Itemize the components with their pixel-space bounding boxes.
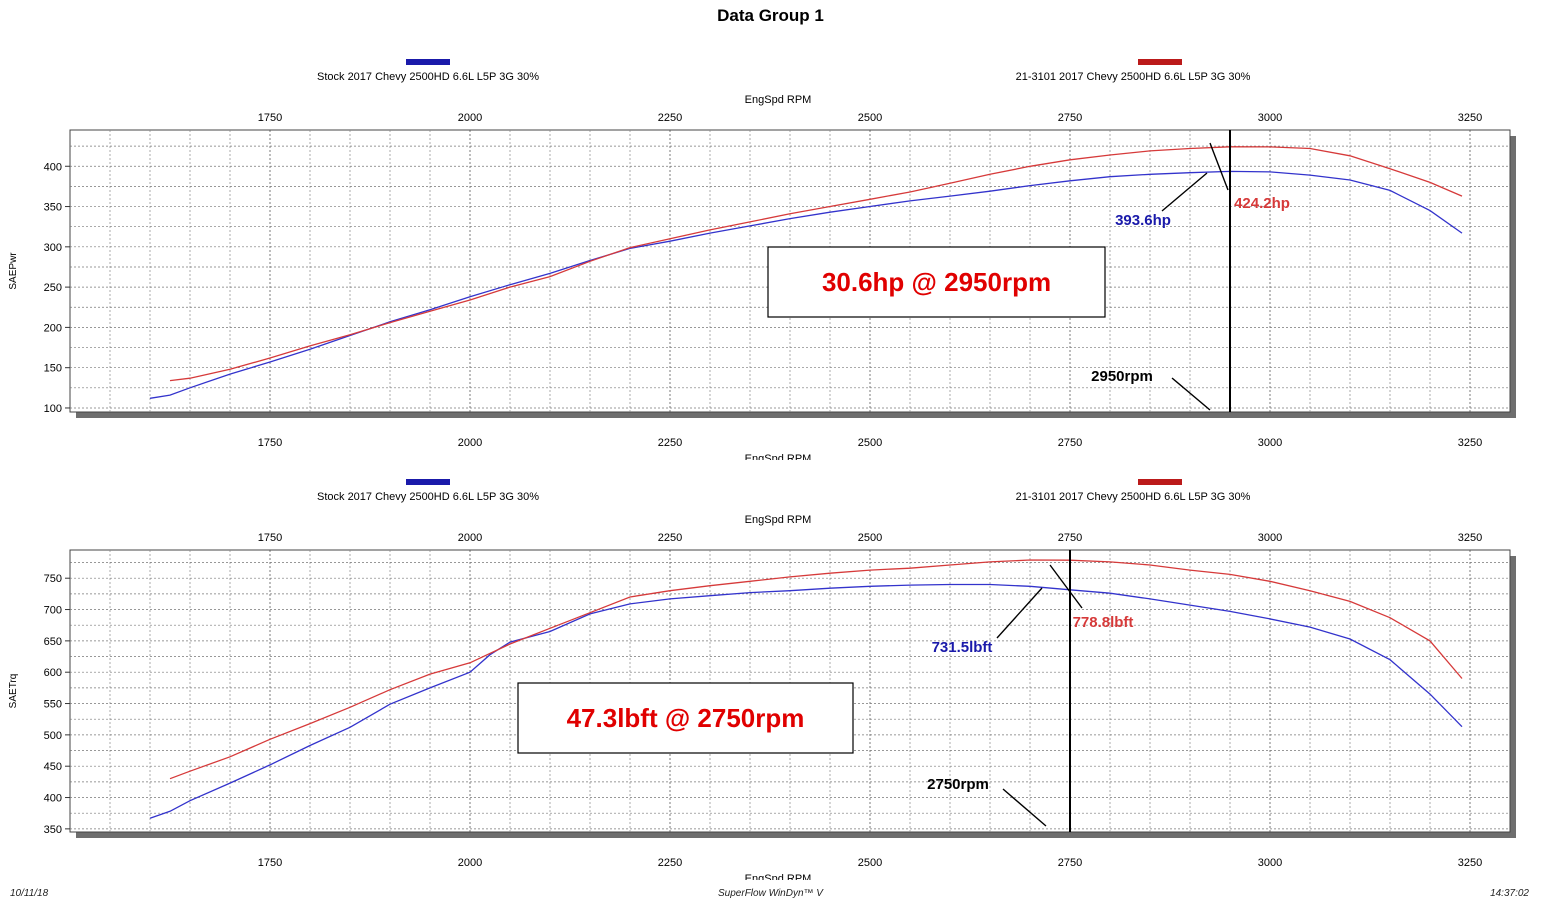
x-tick-label-top: 3250 [1458,532,1482,544]
rpm-marker-leader [1002,788,1047,827]
rpm-marker-leader [1171,377,1211,411]
horsepower-chart: Stock 2017 Chevy 2500HD 6.6L L5P 3G 30% 2… [8,59,1516,460]
x-tick-label-bottom: 3000 [1258,437,1282,449]
stock-peak-leader [996,587,1043,639]
legend-label-stock: Stock 2017 Chevy 2500HD 6.6L L5P 3G 30% [317,71,539,83]
legend-swatch-stock [406,479,450,485]
x-tick-label-bottom: 2000 [458,437,482,449]
x-tick-label-top: 3250 [1458,112,1482,124]
x-tick-label-bottom: 3000 [1258,857,1282,869]
x-axis-label-bottom: EngSpd RPM [745,453,812,460]
stock-peak-label: 731.5lbft [932,639,993,656]
x-tick-label-bottom: 2250 [658,437,682,449]
modified-peak-label: 778.8lbft [1073,614,1134,631]
rpm-marker-label: 2750rpm [927,776,989,793]
delta-box-label: 47.3lbft @ 2750rpm [567,703,805,733]
y-axis-label: SAETrq [8,674,19,709]
y-tick-label: 250 [44,282,62,294]
y-tick-label: 600 [44,667,62,679]
x-tick-label-bottom: 2750 [1058,437,1082,449]
y-tick-label: 350 [44,824,62,836]
modified-peak-leader [1209,142,1229,191]
legend-swatch-modified [1138,479,1182,485]
x-tick-label-bottom: 2750 [1058,857,1082,869]
x-tick-label-top: 2500 [858,532,882,544]
x-tick-label-top: 2750 [1058,532,1082,544]
footer-time: 14:37:02 [1490,888,1529,899]
y-tick-label: 650 [44,636,62,648]
chart-title: Data Group 1 [717,6,824,25]
series-line-modified [169,559,1463,780]
torque-chart: Stock 2017 Chevy 2500HD 6.6L L5P 3G 30% 2… [8,479,1516,880]
delta-box [517,682,854,754]
x-axis-label-top: EngSpd RPM [745,514,812,526]
y-axis-label: SAEPwr [8,252,19,290]
footer-software: SuperFlow WinDyn™ V [718,888,823,899]
x-tick-label-top: 3000 [1258,532,1282,544]
footer-date: 10/11/18 [10,888,49,899]
x-tick-label-bottom: 3250 [1458,857,1482,869]
x-tick-label-top: 2500 [858,112,882,124]
x-tick-label-top: 1750 [258,532,282,544]
legend-label-stock: Stock 2017 Chevy 2500HD 6.6L L5P 3G 30% [317,491,539,503]
modified-peak-leader [1049,564,1083,609]
stock-peak-label: 393.6hp [1115,212,1171,229]
y-tick-label: 550 [44,699,62,711]
legend-label-modified: 21-3101 2017 Chevy 2500HD 6.6L L5P 3G 30… [1016,491,1251,503]
modified-peak-label: 424.2hp [1234,195,1290,212]
stock-peak-leader [1161,172,1208,212]
x-tick-label-bottom: 2500 [858,437,882,449]
series-line-stock [149,170,1463,399]
x-tick-label-top: 2000 [458,112,482,124]
rpm-marker-label: 2950rpm [1091,368,1153,385]
delta-box [767,246,1106,318]
series-line-modified [169,146,1463,382]
y-tick-label: 450 [44,761,62,773]
x-tick-label-top: 2750 [1058,112,1082,124]
y-tick-label: 500 [44,730,62,742]
x-tick-label-top: 2250 [658,112,682,124]
x-tick-label-bottom: 2500 [858,857,882,869]
x-tick-label-bottom: 3250 [1458,437,1482,449]
y-tick-label: 150 [44,363,62,375]
x-tick-label-top: 3000 [1258,112,1282,124]
x-tick-label-bottom: 1750 [258,437,282,449]
legend-swatch-modified [1138,59,1182,65]
y-tick-label: 350 [44,202,62,214]
y-tick-label: 700 [44,605,62,617]
x-axis-label-bottom: EngSpd RPM [745,873,812,880]
x-tick-label-top: 1750 [258,112,282,124]
x-tick-label-bottom: 2250 [658,857,682,869]
x-tick-label-top: 2250 [658,532,682,544]
x-tick-label-bottom: 1750 [258,857,282,869]
x-tick-label-top: 2000 [458,532,482,544]
y-tick-label: 300 [44,242,62,254]
legend-label-modified: 21-3101 2017 Chevy 2500HD 6.6L L5P 3G 30… [1016,71,1251,83]
legend-swatch-stock [406,59,450,65]
x-axis-label-top: EngSpd RPM [745,94,812,106]
y-tick-label: 400 [44,793,62,805]
y-tick-label: 100 [44,403,62,415]
series-line-stock [149,583,1463,819]
delta-box-label: 30.6hp @ 2950rpm [822,267,1051,297]
y-tick-label: 400 [44,161,62,173]
y-tick-label: 750 [44,573,62,585]
x-tick-label-bottom: 2000 [458,857,482,869]
y-tick-label: 200 [44,322,62,334]
